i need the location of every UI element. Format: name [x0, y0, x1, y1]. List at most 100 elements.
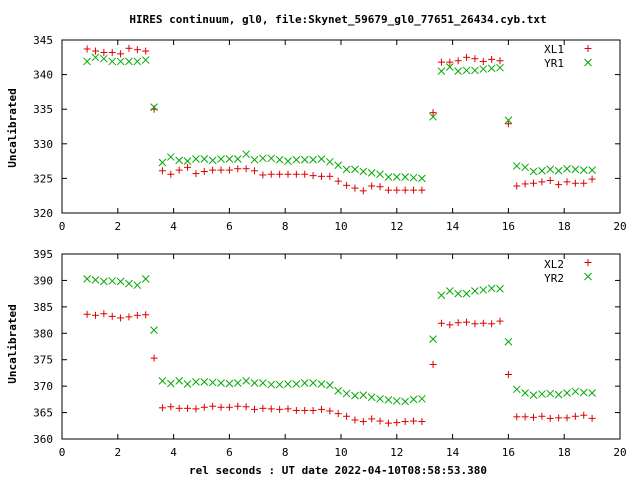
data-point	[225, 403, 233, 411]
data-point	[401, 397, 410, 406]
panel-top-xtick-label: 14	[446, 220, 460, 233]
data-point	[167, 170, 175, 178]
data-point	[125, 44, 133, 52]
data-point	[325, 157, 334, 166]
data-point	[529, 167, 538, 176]
data-point	[233, 155, 242, 163]
data-point	[359, 167, 368, 176]
data-point	[588, 166, 596, 174]
data-point	[437, 319, 445, 327]
data-point	[116, 277, 125, 286]
panel-bottom-frame	[61, 253, 621, 440]
data-point	[209, 402, 217, 410]
data-point	[259, 404, 267, 412]
data-point	[418, 418, 426, 426]
data-point	[579, 166, 588, 174]
data-point	[83, 45, 91, 53]
panel-top-ytick-label: 320	[33, 207, 53, 220]
series-yr1	[83, 53, 596, 183]
data-point	[141, 274, 150, 283]
panel-top-xtick-label: 6	[226, 220, 233, 233]
panel-bottom-xtick-label: 8	[282, 446, 289, 459]
data-point	[234, 402, 242, 410]
data-point	[234, 165, 242, 173]
panel-bottom-xtick-label: 6	[226, 446, 233, 459]
panel-top-frame	[61, 39, 621, 214]
panel-top-ylabel: Uncalibrated	[6, 88, 19, 167]
data-point	[496, 57, 504, 65]
panel-top-xtick-label: 0	[59, 220, 66, 233]
panel-bottom-legend: XL2 YR2	[544, 258, 564, 285]
data-point	[488, 320, 496, 328]
panel-top-xtick-label: 12	[390, 220, 403, 233]
data-point	[410, 417, 418, 425]
data-point	[351, 416, 359, 424]
data-point	[309, 155, 317, 164]
legend-marker-xl1	[584, 45, 592, 52]
panel-bottom-ytick-label: 365	[33, 407, 53, 420]
data-point	[588, 175, 596, 183]
data-point	[158, 404, 166, 412]
data-point	[513, 182, 521, 190]
panel-top-xtick-label: 10	[334, 220, 347, 233]
data-point	[445, 287, 454, 295]
data-point	[108, 312, 116, 320]
data-point	[300, 155, 309, 164]
panel-top: Uncalibrated XL1 YR1 0 2 4 6 8 10 12 14 16 18 20 32…	[6, 34, 627, 233]
data-point	[410, 186, 418, 194]
data-point	[454, 57, 462, 65]
data-point	[496, 317, 504, 325]
data-point	[217, 403, 225, 411]
data-point	[393, 186, 401, 194]
data-point	[418, 186, 426, 194]
data-point	[571, 179, 579, 187]
data-point	[479, 57, 487, 65]
panel-bottom-ytick-label: 360	[33, 433, 53, 446]
data-point	[175, 404, 183, 412]
panel-bottom-xtick-label: 2	[114, 446, 121, 459]
data-point	[141, 56, 150, 64]
data-point	[142, 311, 150, 319]
data-point	[209, 166, 217, 174]
data-point	[158, 158, 167, 167]
data-point	[429, 360, 437, 368]
data-point	[242, 403, 250, 411]
data-point	[100, 310, 108, 318]
legend-label-xl1: XL1	[544, 43, 564, 56]
legend-marker-xl2	[584, 259, 592, 266]
data-point	[133, 281, 142, 290]
data-point	[276, 170, 284, 178]
data-point	[401, 173, 410, 181]
data-point	[108, 57, 117, 66]
data-point	[521, 163, 529, 172]
data-point	[454, 319, 462, 327]
series-xl1	[83, 44, 596, 195]
data-point	[437, 291, 446, 300]
data-point	[125, 279, 133, 288]
legend-marker-yr2	[584, 272, 592, 281]
data-point	[529, 391, 538, 399]
data-point	[99, 54, 108, 63]
data-point	[471, 287, 479, 295]
panel-top-xtick-label: 4	[170, 220, 177, 233]
data-point	[521, 413, 529, 421]
data-point	[488, 55, 496, 63]
panel-top-ytick-label: 335	[33, 103, 53, 116]
data-point	[217, 166, 225, 174]
data-point	[384, 419, 392, 427]
data-point	[250, 379, 259, 387]
panel-bottom-xtick-label: 0	[59, 446, 66, 459]
data-point	[334, 410, 342, 418]
data-point	[117, 50, 125, 58]
data-point	[217, 379, 225, 387]
data-point	[133, 311, 141, 319]
data-point	[125, 57, 133, 66]
data-point	[326, 407, 334, 415]
data-point	[309, 379, 317, 387]
data-point	[563, 178, 571, 186]
legend-label-yr1: YR1	[544, 57, 564, 70]
data-point	[166, 153, 175, 161]
panel-bottom-xtick-label: 10	[334, 446, 347, 459]
data-point	[409, 395, 418, 404]
data-point	[292, 155, 301, 164]
